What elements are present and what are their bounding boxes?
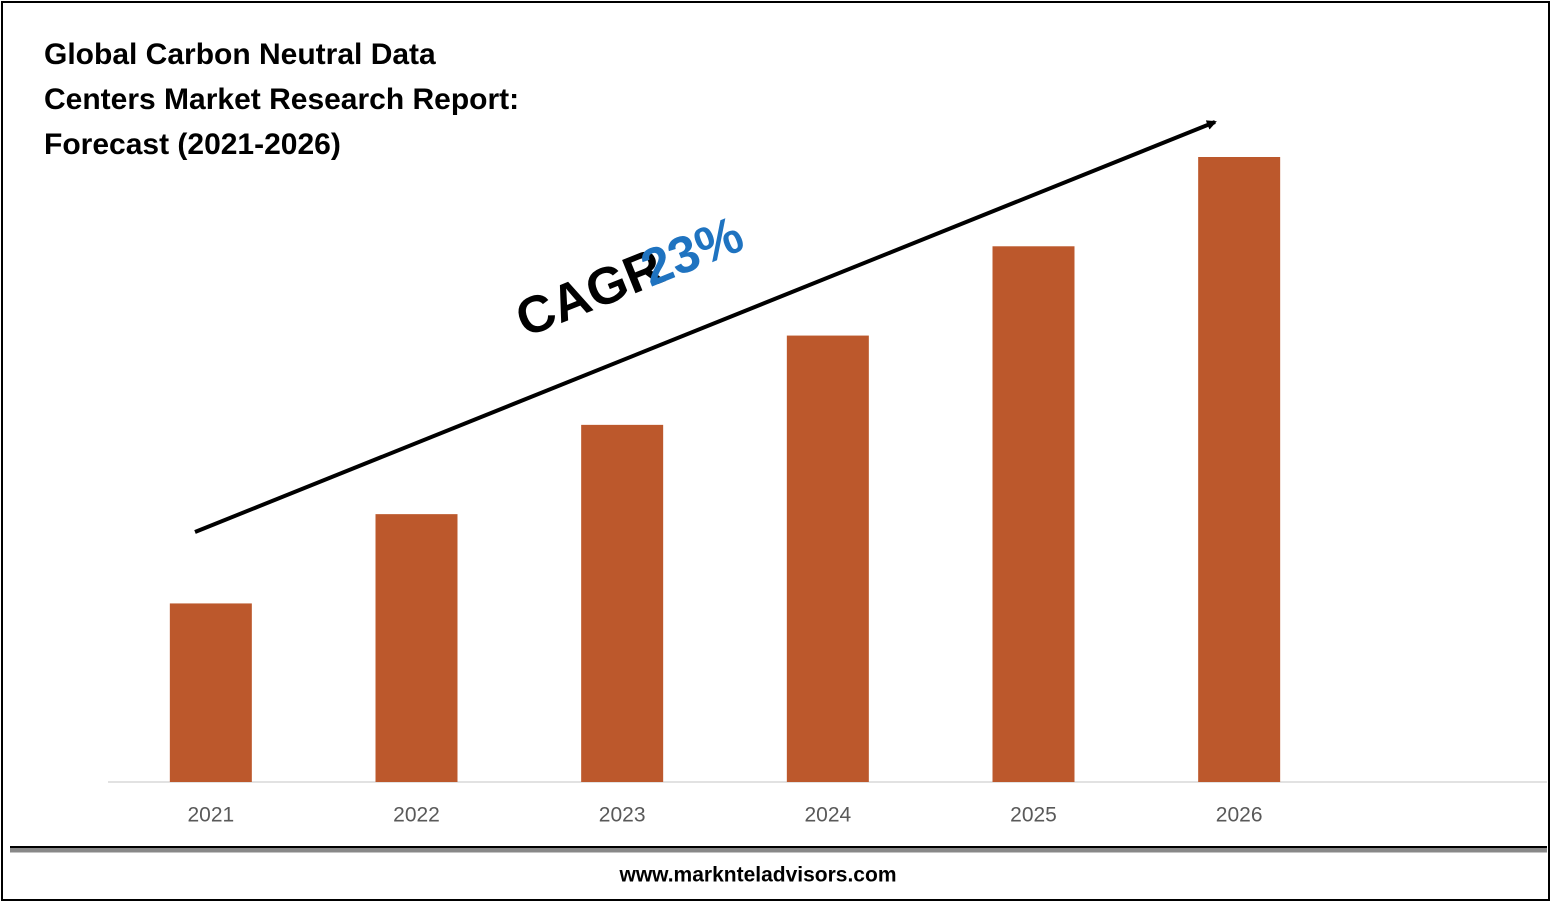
- bar: [581, 424, 664, 782]
- cagr-annotation: CAGR 23%: [508, 206, 751, 349]
- footer: www.marknteladvisors.com: [619, 864, 897, 887]
- trend-arrow: [194, 120, 1217, 534]
- bar: [992, 246, 1075, 783]
- x-tick-label: 2025: [1010, 804, 1057, 827]
- bar: [1198, 157, 1281, 782]
- bar: [169, 603, 252, 782]
- x-tick-label: 2026: [1216, 804, 1263, 827]
- x-tick-label: 2023: [599, 804, 646, 827]
- x-tick-label: 2024: [804, 804, 851, 827]
- chart-title: Global Carbon Neutral Data Centers Marke…: [44, 38, 520, 161]
- x-tick-label: 2022: [393, 804, 440, 827]
- cagr-value: 23%: [633, 206, 751, 299]
- bar: [375, 514, 458, 782]
- bar: [786, 335, 869, 782]
- x-tick-label: 2021: [187, 804, 234, 827]
